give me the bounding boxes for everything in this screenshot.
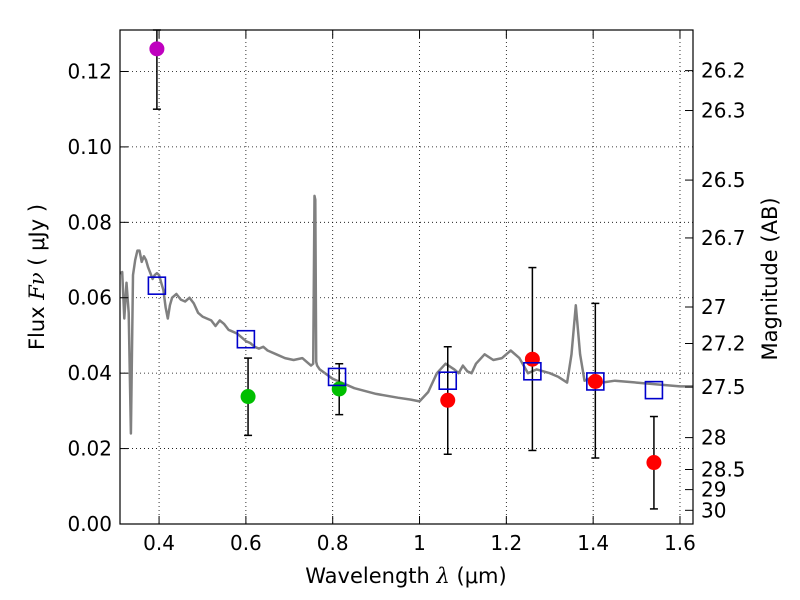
x-tick-label: 1.2 <box>490 531 522 555</box>
y-tick-label: 0.00 <box>67 512 112 536</box>
mag-tick-label: 30 <box>701 498 726 522</box>
green-data-point <box>240 389 256 405</box>
mag-tick-label: 26.5 <box>701 168 746 192</box>
red-data-point <box>524 351 540 367</box>
y-tick-label: 0.04 <box>67 361 112 385</box>
y-axis-title: Flux Fν ( μJy ) <box>25 204 49 350</box>
y-tick-label: 0.08 <box>67 210 112 234</box>
mag-tick-label: 27.5 <box>701 375 746 399</box>
mag-tick-label: 26.3 <box>701 99 746 123</box>
model-photometry-square <box>236 329 256 349</box>
model-photometry-square <box>327 367 347 387</box>
mag-tick-label: 26.7 <box>701 226 746 250</box>
plot-background <box>120 30 693 524</box>
mag-tick-label: 27.2 <box>701 332 746 356</box>
model-spectrum-layer <box>119 194 693 435</box>
y2-axis-title: Magnitude (AB) <box>758 197 782 360</box>
y-tick-label: 0.02 <box>67 437 112 461</box>
x-axis-title: Wavelength λ (μm) <box>305 564 506 588</box>
mag-tick-label: 26.2 <box>701 59 746 83</box>
mag-tick-label: 28 <box>701 426 726 450</box>
model-photometry-square <box>644 380 664 400</box>
y-tick-label: 0.12 <box>67 59 112 83</box>
model-photometry-square <box>586 372 605 391</box>
green-data-point <box>331 381 347 397</box>
red-data-point <box>587 373 603 389</box>
y-tick-label: 0.06 <box>67 286 112 310</box>
axis-ticks: 0.4 0.6 0.8 1 1.2 1.4 1.6 0.00 0.02 0.04 0.06 0.08 0… <box>67 30 746 555</box>
y-tick-label: 0.10 <box>67 135 112 159</box>
x-tick-label: 1.6 <box>664 531 696 555</box>
x-tick-label: 1 <box>413 531 426 555</box>
model-photometry-square <box>438 371 458 391</box>
model-photometry-square <box>523 361 542 381</box>
mag-tick-label: 29 <box>701 478 726 502</box>
x-tick-label: 0.6 <box>230 531 262 555</box>
model-photometry-square <box>147 276 167 295</box>
magenta-data-point <box>149 41 165 57</box>
mag-tick-label: 27 <box>701 295 726 319</box>
data-markers-layer <box>147 29 664 510</box>
x-tick-label: 0.8 <box>317 531 349 555</box>
plot-frame <box>119 29 694 525</box>
model-spectrum-line <box>119 194 693 435</box>
mag-tick-label: 28.5 <box>701 457 746 481</box>
x-tick-label: 0.4 <box>143 531 175 555</box>
red-data-point <box>646 455 662 471</box>
red-data-point <box>440 392 456 408</box>
x-tick-label: 1.4 <box>577 531 609 555</box>
